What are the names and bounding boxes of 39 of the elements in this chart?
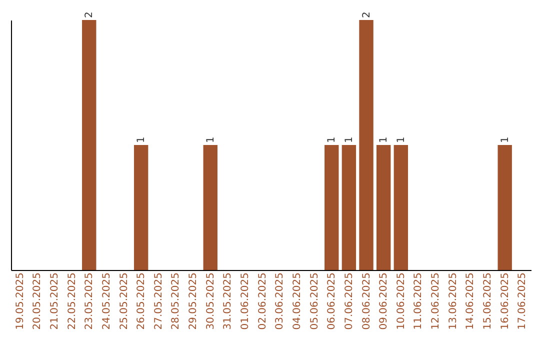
x-tick-label: 20.05.2025 [32,272,44,330]
x-tick-label: 11.06.2025 [413,272,424,330]
data-label: 1 [205,136,216,143]
x-tick-label: 07.06.2025 [344,272,355,330]
x-tick-label: 09.06.2025 [378,272,390,330]
x-tick-label: 02.06.2025 [257,272,268,330]
x-tick-label: 06.06.2025 [326,272,338,330]
x-tick-label: 17.06.2025 [517,272,528,330]
x-tick-label: 14.06.2025 [465,272,476,330]
data-label: 1 [136,136,148,143]
x-tick-label: 26.05.2025 [136,272,148,330]
x-tick-label: 24.05.2025 [101,272,112,330]
x-tick-label: 31.05.2025 [222,272,234,330]
data-label: 2 [84,12,96,18]
x-tick-label: 30.05.2025 [205,272,216,330]
x-tick-label: 22.05.2025 [66,272,78,330]
x-tick-label: 03.06.2025 [274,272,286,330]
x-tick-label: 21.05.2025 [49,272,60,330]
data-label: 2 [361,12,372,18]
x-tick-label: 04.06.2025 [292,272,303,330]
x-tick-label: 01.06.2025 [240,272,252,330]
x-tick-label: 29.05.2025 [188,272,200,330]
data-label: 1 [396,136,407,143]
x-tick-label: 16.06.2025 [500,272,511,330]
x-tick-label: 28.05.2025 [170,272,182,330]
data-label: 1 [326,136,338,143]
x-tick-label: 13.06.2025 [448,272,459,330]
data-label: 1 [378,136,390,143]
x-tick-label: 05.06.2025 [309,272,320,330]
x-tick-label: 19.05.2025 [14,272,26,330]
data-label: 1 [500,136,511,143]
x-tick-label: 10.06.2025 [396,272,407,330]
x-tick-label: 12.06.2025 [430,272,442,330]
x-tick-label: 08.06.2025 [361,272,372,330]
x-tick-label: 27.05.2025 [153,272,164,330]
x-tick-label: 25.05.2025 [118,272,130,330]
x-tick-label: 23.05.2025 [84,272,96,330]
data-label: 1 [344,136,355,143]
x-tick-label: 15.06.2025 [482,272,494,330]
